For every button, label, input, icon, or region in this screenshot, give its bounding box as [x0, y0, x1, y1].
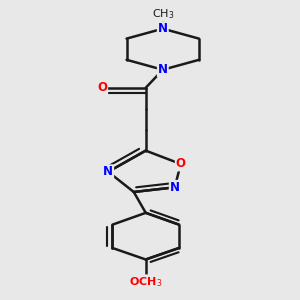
Text: N: N: [158, 22, 168, 35]
Text: O: O: [176, 158, 186, 170]
Text: OCH$_3$: OCH$_3$: [129, 275, 162, 289]
Text: CH$_3$: CH$_3$: [152, 7, 174, 21]
Text: N: N: [103, 165, 113, 178]
Text: O: O: [97, 81, 107, 94]
Text: N: N: [158, 63, 168, 76]
Text: N: N: [170, 181, 180, 194]
